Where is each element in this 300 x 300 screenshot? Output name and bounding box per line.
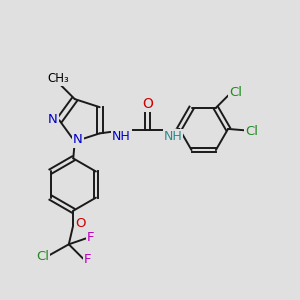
Text: Cl: Cl <box>229 85 242 99</box>
Text: F: F <box>87 231 94 244</box>
Text: Cl: Cl <box>245 124 258 137</box>
Text: Cl: Cl <box>36 250 49 263</box>
Text: F: F <box>84 253 92 266</box>
Text: N: N <box>73 134 82 146</box>
Text: O: O <box>75 217 86 230</box>
Text: NH: NH <box>112 130 131 143</box>
Text: O: O <box>142 97 153 111</box>
Text: N: N <box>48 113 58 126</box>
Text: CH₃: CH₃ <box>47 72 69 86</box>
Text: NH: NH <box>164 130 182 143</box>
